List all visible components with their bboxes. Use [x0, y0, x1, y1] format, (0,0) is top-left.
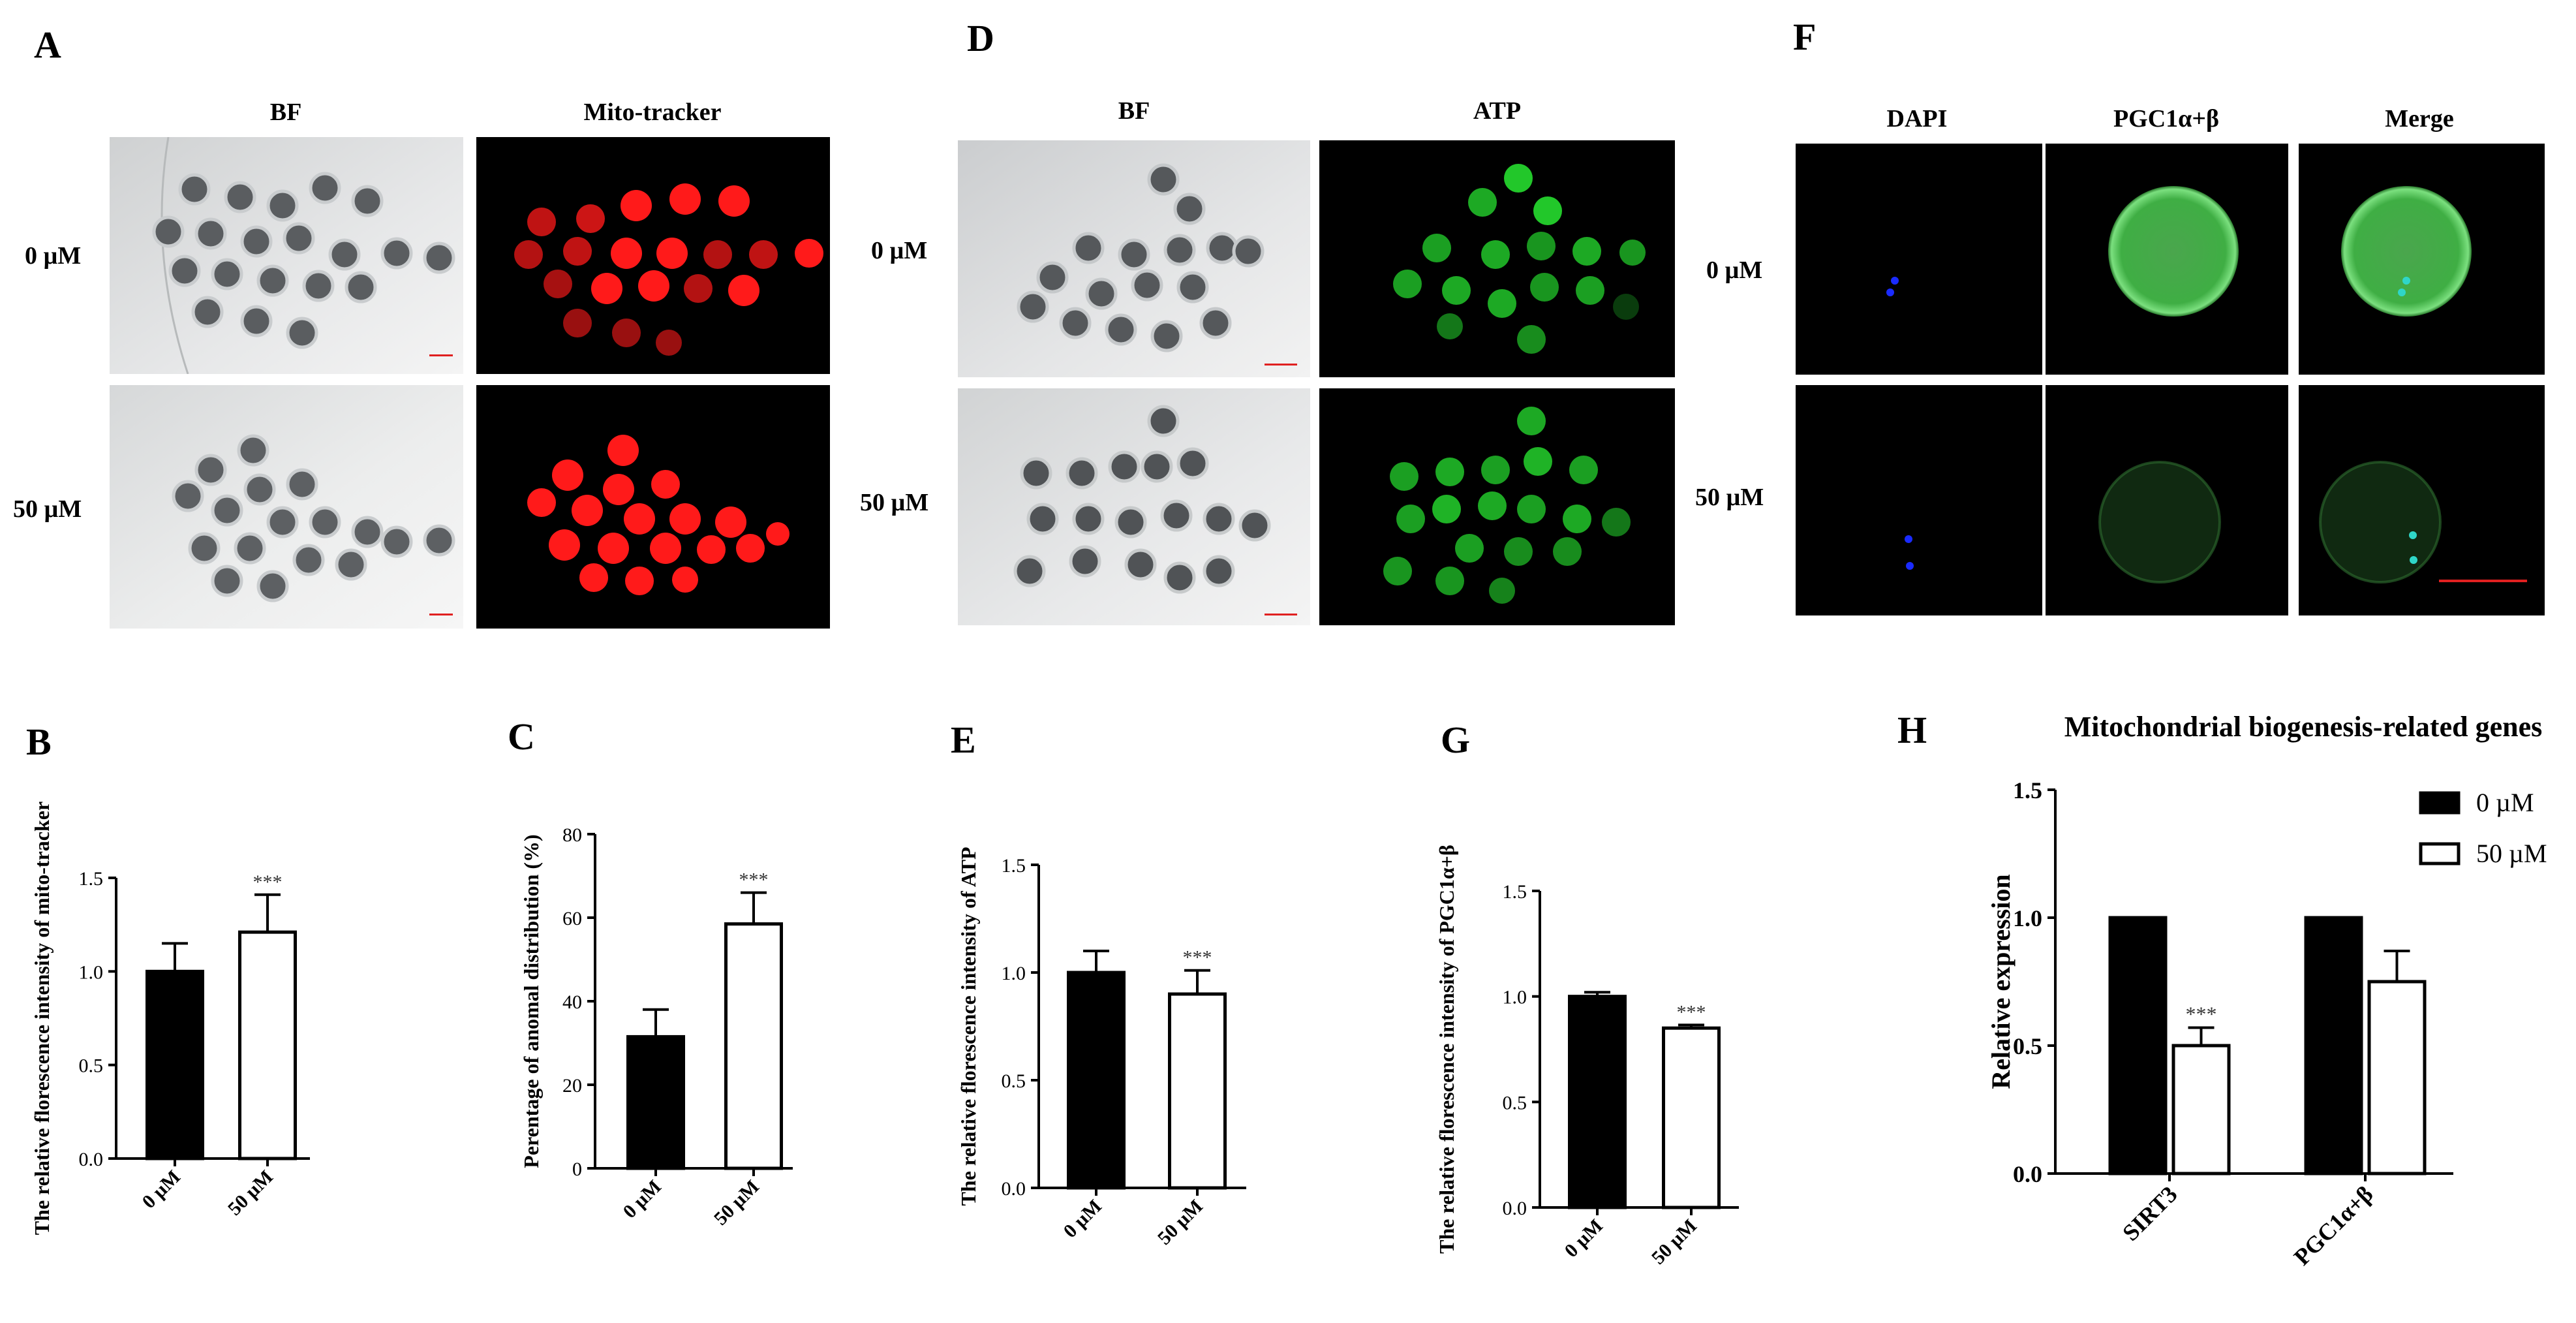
panel-f-merge-0um-image — [2299, 144, 2545, 375]
panel-label-g: G — [1441, 719, 1471, 761]
panel-d-atp-50um-image — [1319, 388, 1675, 625]
chart-g-y-tick-label: 0.5 — [1503, 1092, 1527, 1113]
chart-c-y-tick-label: 20 — [562, 1075, 582, 1097]
panel-label-d: D — [967, 17, 994, 59]
chart-e-y-tick-label: 0.5 — [1002, 1070, 1026, 1092]
panel-d-atp-0um-image — [1319, 140, 1675, 377]
chart-b-significance: *** — [253, 871, 283, 893]
panel-label-b: B — [26, 721, 52, 763]
chart-g-y-tick-label: 1.5 — [1503, 881, 1527, 903]
chart-h-x-tick-label: PGC1α+β — [2289, 1181, 2378, 1270]
panel-label-h: H — [1897, 709, 1927, 751]
panel-f-pgc1-0um-image — [2046, 144, 2288, 375]
chart-h-y-tick-label: 1.0 — [2013, 905, 2042, 931]
chart-h-bar — [2304, 916, 2363, 1175]
chart-c-y-tick-label: 80 — [562, 824, 582, 846]
panel-a-mito-0um-image — [476, 137, 830, 374]
panel-label-f: F — [1793, 16, 1817, 58]
panel-d-column-atp: ATP — [1473, 97, 1522, 125]
chart-h: Mitochondrial biogenesis-related genes 0.… — [1986, 711, 2547, 1270]
chart-h-y-tick-label: 0.5 — [2013, 1033, 2042, 1059]
chart-e-y-tick-label: 1.0 — [1002, 963, 1026, 984]
chart-h-y-axis-label: Relative expression — [1986, 874, 2016, 1089]
panel-d-row-50um: 50 µM — [860, 489, 929, 516]
chart-c-bar — [626, 1035, 685, 1170]
chart-g: 0.0 0.5 1.0 1.5 The relative florescence int… — [1435, 845, 1739, 1269]
chart-b-y-tick-label: 1.5 — [79, 868, 104, 890]
chart-g-x-tick-label: 50 µM — [1648, 1215, 1701, 1269]
chart-e-y-tick-label: 0.0 — [1002, 1178, 1026, 1200]
chart-c-y-tick-label: 40 — [562, 991, 582, 1013]
chart-g-significance: *** — [1677, 1001, 1706, 1023]
chart-b-y-axis-label: The relative florescence intensity of mi… — [30, 802, 54, 1235]
chart-b-x-tick-label: 0 µM — [138, 1166, 184, 1213]
chart-h-title: Mitochondrial biogenesis-related genes — [2064, 711, 2542, 743]
panel-a-bf-0um-image — [110, 137, 463, 374]
chart-c-x-tick-label: 50 µM — [710, 1176, 763, 1230]
panel-a-row-50um: 50 µM — [13, 495, 82, 523]
chart-c-x-tick-label: 0 µM — [619, 1176, 665, 1222]
chart-e-bar — [1168, 992, 1227, 1190]
chart-g-bar — [1568, 995, 1627, 1209]
chart-c-y-tick-label: 0 — [572, 1159, 582, 1180]
panel-label-c: C — [508, 715, 535, 758]
chart-h-x-tick-label: SIRT3 — [2117, 1181, 2183, 1246]
chart-e-y-axis-label: The relative florescence intensity of AT… — [957, 847, 980, 1206]
panel-a-bf-50um-image — [110, 385, 463, 629]
chart-b: 0.0 0.5 1.0 1.5 The relative florescence int… — [30, 802, 310, 1235]
chart-e-bar — [1067, 971, 1126, 1190]
chart-c: 0 20 40 60 80 Perentage of anomal distributio… — [519, 824, 793, 1230]
chart-e: 0.0 0.5 1.0 1.5 The relative florescence int… — [957, 847, 1246, 1249]
panel-d-row-0um: 0 µM — [871, 237, 928, 264]
chart-g-y-tick-label: 1.0 — [1503, 987, 1527, 1008]
panel-label-e: E — [951, 719, 976, 761]
chart-h-bar — [2108, 916, 2168, 1175]
panel-d-bf-50um-image — [958, 388, 1310, 625]
chart-c-y-axis-label: Perentage of anomal distribution (%) — [519, 834, 543, 1168]
chart-e-x-tick-label: 50 µM — [1154, 1196, 1207, 1249]
chart-g-y-tick-label: 0.0 — [1503, 1198, 1527, 1219]
chart-b-x-tick-label: 50 µM — [224, 1166, 277, 1220]
panel-d-bf-0um-image — [958, 140, 1310, 377]
chart-b-y-tick-label: 0.5 — [79, 1055, 104, 1077]
chart-e-significance: *** — [1183, 947, 1212, 969]
chart-h-y-tick-label: 1.5 — [2013, 777, 2042, 803]
chart-e-y-tick-label: 1.5 — [1002, 855, 1026, 877]
panel-label-a: A — [34, 23, 61, 66]
chart-h-y-tick-label: 0.0 — [2013, 1161, 2042, 1187]
panel-a-mito-50um-image — [476, 385, 830, 629]
panel-a-column-mito-tracker: Mito-tracker — [583, 99, 722, 126]
chart-e-x-tick-label: 0 µM — [1059, 1196, 1105, 1242]
panel-f-merge-50um-image — [2299, 385, 2545, 615]
panel-f-dapi-0um-image — [1796, 144, 2042, 375]
chart-c-bar — [724, 922, 783, 1170]
chart-h-legend-swatch — [2419, 791, 2461, 815]
chart-h-bar — [2171, 1044, 2231, 1175]
chart-h-legend-label: 50 µM — [2476, 839, 2547, 868]
chart-h-legend-label: 0 µM — [2476, 788, 2534, 817]
panel-f-dapi-50um-image — [1796, 385, 2042, 615]
chart-g-x-tick-label: 0 µM — [1560, 1215, 1606, 1262]
panel-f-column-dapi: DAPI — [1886, 105, 1948, 132]
chart-b-bar — [238, 930, 297, 1160]
panel-f-row-0um: 0 µM — [1706, 257, 1763, 284]
panel-f-pgc1-50um-image — [2046, 385, 2288, 615]
chart-b-bar — [146, 969, 204, 1160]
panel-f-column-pgc1: PGC1α+β — [2113, 105, 2220, 132]
chart-h-significance: *** — [2186, 1003, 2217, 1026]
chart-h-legend-swatch — [2419, 842, 2461, 865]
panel-d-column-bf: BF — [1118, 97, 1150, 125]
chart-h-bar — [2367, 980, 2427, 1175]
chart-g-y-axis-label: The relative florescence intensity of PG… — [1435, 845, 1458, 1254]
panel-a-row-0um: 0 µM — [25, 242, 82, 270]
chart-g-bar — [1662, 1026, 1721, 1209]
panel-f-column-merge: Merge — [2385, 105, 2454, 132]
chart-c-y-tick-label: 60 — [562, 908, 582, 929]
chart-c-significance: *** — [739, 869, 769, 891]
panel-f-row-50um: 50 µM — [1695, 484, 1764, 511]
panel-a-column-bf: BF — [269, 99, 302, 126]
chart-b-y-tick-label: 0.0 — [79, 1149, 104, 1170]
chart-b-y-tick-label: 1.0 — [79, 961, 104, 983]
